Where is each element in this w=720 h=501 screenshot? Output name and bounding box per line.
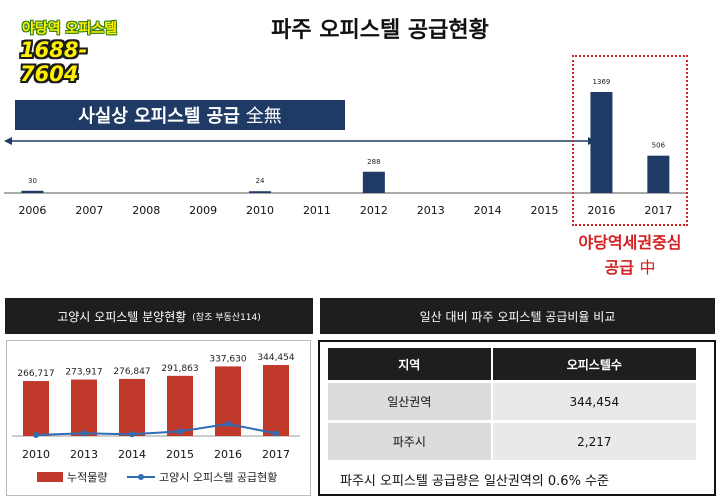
table-row: 일산권역 344,454 <box>328 380 699 422</box>
summary-text: 파주시 오피스텔 공급량은 일산권역의 0.6% 수준 <box>340 474 609 489</box>
x-tick-label: 2014 <box>118 448 146 461</box>
x-tick-label: 2011 <box>303 204 331 217</box>
cell-region: 일산권역 <box>328 380 493 422</box>
x-tick-label: 2012 <box>360 204 388 217</box>
series-line <box>35 422 277 436</box>
bar <box>647 155 670 193</box>
phone-badge: 야당역 오피스텔 1688-7604 <box>18 16 142 86</box>
cell-count: 2,217 <box>491 420 699 460</box>
line-point <box>33 432 39 438</box>
banner-tail: 全無 <box>245 106 282 127</box>
highlight-note: 야당역세권중심 공급 中 <box>550 230 710 280</box>
legend: 누적물량 고양시 오피스텔 공급현황 <box>37 471 277 484</box>
x-tick-label: 2016 <box>587 204 615 217</box>
x-tick-label: 2015 <box>531 204 559 217</box>
highlight-note-line2: 공급 <box>604 258 634 277</box>
x-tick-label: 2010 <box>22 448 50 461</box>
data-label: 30 <box>28 177 37 185</box>
goyang-chart-frame: 266,717 2010 273,917 2013 276,847 2014 291,863… <box>6 340 311 496</box>
data-label: 344,454 <box>257 353 294 363</box>
badge-name: 야당역 오피스텔 <box>22 21 118 37</box>
legend-marker-line <box>138 474 144 480</box>
bar <box>119 378 145 436</box>
comparison-section-title: 일산 대비 파주 오피스텔 공급비율 비교 <box>419 309 616 324</box>
x-tick-label: 2016 <box>214 448 242 461</box>
data-label: 266,717 <box>17 369 54 379</box>
comparison-table: 지역 오피스텔수 일산권역 344,454 파주시 2,217 <box>328 348 699 460</box>
highlight-box <box>572 55 688 226</box>
x-tick-label: 2013 <box>70 448 98 461</box>
main-title: 파주 오피스텔 공급현황 <box>271 18 489 43</box>
x-tick-label: 2006 <box>18 204 46 217</box>
table-row: 파주시 2,217 <box>328 420 699 460</box>
bar <box>263 365 289 436</box>
bar <box>21 190 44 193</box>
range-arrow <box>4 137 596 145</box>
x-tick-label: 2013 <box>417 204 445 217</box>
no-supply-banner: 사실상 오피스텔 공급 全無 <box>15 100 345 130</box>
x-tick-label: 2017 <box>262 448 290 461</box>
banner-text: 사실상 오피스텔 공급 <box>78 106 240 127</box>
cell-count: 344,454 <box>491 380 699 422</box>
goyang-section-header: 고양시 오피스텔 분양현황 (참조 부동산114) <box>5 298 313 334</box>
highlight-note-line1: 야당역세권중심 <box>578 233 682 252</box>
x-tick-label: 2007 <box>75 204 103 217</box>
legend-swatch-bar <box>37 472 63 482</box>
x-tick-label: 2014 <box>474 204 502 217</box>
goyang-section-note: (참조 부동산114) <box>192 312 261 323</box>
data-label: 276,847 <box>113 367 150 377</box>
cell-region: 파주시 <box>328 420 493 460</box>
bar <box>71 379 97 436</box>
line-point <box>225 421 231 427</box>
x-tick-label: 2017 <box>644 204 672 217</box>
legend-label-bar: 누적물량 <box>67 471 107 484</box>
badge-phone: 1688-7604 <box>20 38 88 86</box>
line-point <box>273 430 279 437</box>
highlight-note-tail: 中 <box>639 258 656 277</box>
bar <box>590 92 613 193</box>
supply-bar-chart: 2006 30 2007 2008 2009 2010 24 2011 2012 288 2013 2… <box>4 78 687 217</box>
comparison-box: 지역 오피스텔수 일산권역 344,454 파주시 2,217 <box>318 340 716 496</box>
line-point <box>129 431 135 438</box>
data-label: 288 <box>367 158 380 166</box>
data-label: 273,917 <box>65 368 102 378</box>
goyang-combo-chart: 266,717 2010 273,917 2013 276,847 2014 291,863… <box>12 353 300 484</box>
x-tick-label: 2008 <box>132 204 160 217</box>
col-header-region: 지역 <box>328 348 493 382</box>
x-tick-label: 2010 <box>246 204 274 217</box>
bar <box>23 381 49 436</box>
line-point <box>81 430 87 437</box>
bar <box>167 375 193 436</box>
x-tick-label: 2015 <box>166 448 194 461</box>
data-label: 1369 <box>593 78 611 86</box>
legend-label-line: 고양시 오피스텔 공급현황 <box>159 471 277 484</box>
data-label: 24 <box>256 177 265 185</box>
data-label: 506 <box>652 142 666 150</box>
data-label: 291,863 <box>161 364 198 374</box>
line-point <box>177 428 183 435</box>
col-header-count: 오피스텔수 <box>491 348 699 382</box>
comparison-section-header: 일산 대비 파주 오피스텔 공급비율 비교 <box>320 298 715 334</box>
x-tick-label: 2009 <box>189 204 217 217</box>
goyang-section-title: 고양시 오피스텔 분양현황 <box>57 309 187 324</box>
bar <box>362 171 385 193</box>
data-label: 337,630 <box>209 354 246 364</box>
bar <box>249 191 272 193</box>
